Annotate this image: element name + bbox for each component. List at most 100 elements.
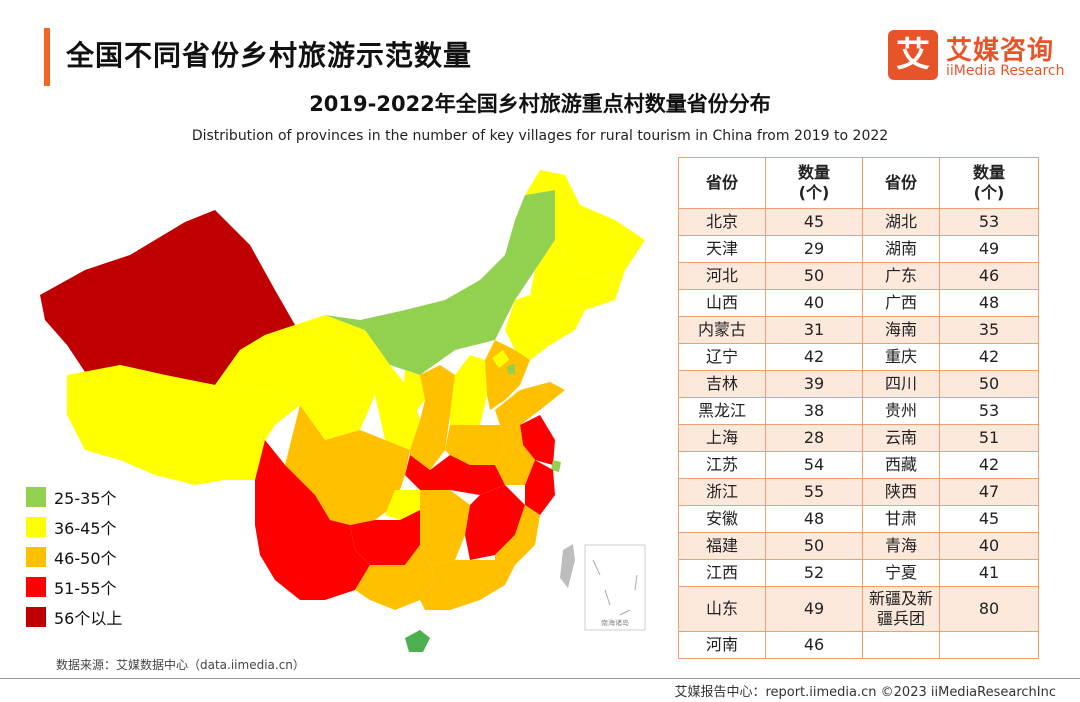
logo-en-name: iiMedia Research xyxy=(946,63,1065,79)
table-cell-count: 49 xyxy=(939,235,1039,263)
col-header-province-2: 省份 xyxy=(862,157,940,209)
region-taiwan xyxy=(560,544,575,588)
legend-swatch xyxy=(26,487,46,507)
region-shanghai xyxy=(551,460,561,472)
table-cell-province: 黑龙江 xyxy=(678,397,766,425)
province-table-wrap: 省份 数量 (个) 省份 数量 (个) 北京 45 湖北 53 天津 29 湖南 49 河北 50 广东… xyxy=(678,157,1039,659)
province-label-line1: 新疆及新 xyxy=(868,589,933,608)
region-gansu xyxy=(295,315,420,450)
legend-label: 36-45个 xyxy=(54,519,117,538)
table-cell-count: 46 xyxy=(765,631,863,659)
col-header-count-line1: 数量 xyxy=(972,163,1005,182)
table-cell-province: 贵州 xyxy=(862,397,940,425)
legend-label: 46-50个 xyxy=(54,549,117,568)
table-cell-province: 四川 xyxy=(862,370,940,398)
region-hainan xyxy=(405,630,430,652)
region-heilongjiang xyxy=(525,170,645,280)
table-row: 河北 50 广东 46 xyxy=(678,262,1039,290)
legend-item: 56个以上 xyxy=(26,604,122,630)
region-yunnan xyxy=(255,440,370,600)
region-jiangxi xyxy=(465,485,525,560)
region-inner-mongolia xyxy=(325,190,555,375)
table-row: 上海 28 云南 51 xyxy=(678,424,1039,452)
table-cell-count: 42 xyxy=(939,451,1039,479)
table-cell-province: 重庆 xyxy=(862,343,940,371)
table-row: 河南 46 xyxy=(678,631,1039,659)
table-cell-count: 31 xyxy=(765,316,863,344)
legend-label: 56个以上 xyxy=(54,609,123,628)
table-cell-province: 辽宁 xyxy=(678,343,766,371)
south-sea-label: 南海诸岛 xyxy=(601,618,629,627)
table-cell-count: 45 xyxy=(765,208,863,236)
table-row: 山东 49 新疆及新 疆兵团 80 xyxy=(678,586,1039,632)
table-cell-count: 54 xyxy=(765,451,863,479)
table-row: 天津 29 湖南 49 xyxy=(678,235,1039,263)
region-sichuan xyxy=(285,405,410,525)
table-cell-count: 42 xyxy=(939,343,1039,371)
table-cell-province: 河南 xyxy=(678,631,766,659)
region-shandong xyxy=(495,382,565,425)
table-cell-province: 山东 xyxy=(678,586,766,632)
region-xizang xyxy=(67,365,300,485)
region-liaoning xyxy=(505,295,585,360)
region-tianjin xyxy=(507,364,515,374)
table-cell-count: 53 xyxy=(939,208,1039,236)
table-row: 吉林 39 四川 50 xyxy=(678,370,1039,398)
table-row: 浙江 55 陕西 47 xyxy=(678,478,1039,506)
table-cell-count: 48 xyxy=(765,505,863,533)
region-jilin xyxy=(530,240,625,310)
footer-divider xyxy=(0,678,1080,679)
province-label-line2: 疆兵团 xyxy=(876,609,925,628)
region-qinghai xyxy=(215,325,375,440)
table-cell-count xyxy=(939,631,1039,659)
table-cell-province: 海南 xyxy=(862,316,940,344)
legend-label: 51-55个 xyxy=(54,579,117,598)
table-cell-province: 湖北 xyxy=(862,208,940,236)
table-cell-province: 湖南 xyxy=(862,235,940,263)
table-cell-province: 天津 xyxy=(678,235,766,263)
table-row: 辽宁 42 重庆 42 xyxy=(678,343,1039,371)
region-ningxia xyxy=(403,370,425,415)
table-cell-province: 广东 xyxy=(862,262,940,290)
table-cell-count: 50 xyxy=(765,262,863,290)
table-cell-count: 47 xyxy=(939,478,1039,506)
table-cell-province: 西藏 xyxy=(862,451,940,479)
table-row: 内蒙古 31 海南 35 xyxy=(678,316,1039,344)
region-anhui xyxy=(495,425,535,485)
legend-swatch xyxy=(26,577,46,597)
table-cell-province: 宁夏 xyxy=(862,559,940,587)
legend-item: 36-45个 xyxy=(26,514,122,540)
region-guizhou xyxy=(350,510,420,565)
table-cell-province: 内蒙古 xyxy=(678,316,766,344)
region-chongqing xyxy=(385,490,420,520)
region-shanxi xyxy=(450,355,487,425)
chart-title: 2019-2022年全国乡村旅游重点村数量省份分布 xyxy=(309,92,771,116)
region-shaanxi xyxy=(410,365,455,470)
table-cell-province: 新疆及新 疆兵团 xyxy=(862,586,940,632)
data-source: 数据来源：艾媒数据中心（data.iimedia.cn） xyxy=(56,658,305,672)
table-cell-province: 广西 xyxy=(862,289,940,317)
col-header-count-2: 数量 (个) xyxy=(939,157,1039,209)
region-zhejiang xyxy=(525,460,555,515)
table-cell-province: 河北 xyxy=(678,262,766,290)
region-beijing xyxy=(492,350,509,368)
region-hunan xyxy=(420,490,470,565)
table-cell-count: 51 xyxy=(939,424,1039,452)
legend-swatch xyxy=(26,607,46,627)
south-sea-dashes xyxy=(592,559,638,616)
region-guangdong xyxy=(420,560,515,610)
legend-label: 25-35个 xyxy=(54,489,117,508)
province-table: 省份 数量 (个) 省份 数量 (个) 北京 45 湖北 53 天津 29 湖南 49 河北 50 广东… xyxy=(678,157,1039,659)
table-cell-count: 50 xyxy=(765,532,863,560)
col-header-count-line1: 数量 xyxy=(797,163,830,182)
legend-item: 46-50个 xyxy=(26,544,122,570)
china-choropleth-map: 南海诸岛 xyxy=(40,170,646,652)
legend-item: 25-35个 xyxy=(26,484,122,510)
map-legend: 25-35个 36-45个 46-50个 51-55个 56个以上 xyxy=(26,484,122,634)
table-row: 北京 45 湖北 53 xyxy=(678,208,1039,236)
table-row: 黑龙江 38 贵州 53 xyxy=(678,397,1039,425)
region-henan xyxy=(445,425,505,465)
table-header-row: 省份 数量 (个) 省份 数量 (个) xyxy=(678,157,1039,209)
table-row: 福建 50 青海 40 xyxy=(678,532,1039,560)
table-cell-province: 吉林 xyxy=(678,370,766,398)
